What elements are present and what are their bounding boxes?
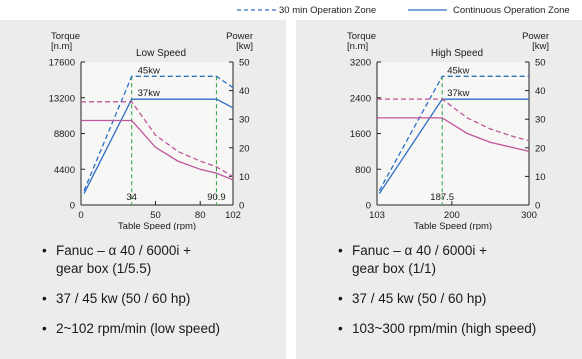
x-tick-label: 300 xyxy=(521,210,537,221)
y-right-tick-label: 20 xyxy=(535,143,546,154)
spec-item-speed: 103~300 rpm/min (high speed) xyxy=(338,320,578,338)
spec-gearbox-text: gear box (1/1) xyxy=(352,261,437,276)
y-left-tick-label: 0 xyxy=(70,201,75,212)
torque-axis-unit: [n.m] xyxy=(51,41,72,52)
spec-item-motor: Fanuc – α 40 / 6000i + gear box (1/5.5) xyxy=(42,242,282,278)
y-left-tick-label: 1600 xyxy=(350,129,371,140)
power-annotation: 45kw xyxy=(447,65,469,76)
x-axis-title: Table Speed (rpm) xyxy=(414,221,492,230)
x-tick-label: 102 xyxy=(225,210,241,221)
power-axis-unit: [kw] xyxy=(236,41,253,52)
y-right-tick-label: 20 xyxy=(239,143,250,154)
base-speed-label: 34 xyxy=(126,192,137,203)
y-right-tick-label: 30 xyxy=(535,115,546,126)
x-tick-label: 80 xyxy=(195,210,206,221)
power-annotation: 45kw xyxy=(138,65,160,76)
spec-item-motor: Fanuc – α 40 / 6000i + gear box (1/1) xyxy=(338,242,578,278)
y-right-tick-label: 30 xyxy=(239,115,250,126)
spec-item-power: 37 / 45 kw (50 / 60 hp) xyxy=(42,290,282,308)
legend-solid-label: Continuous Operation Zone xyxy=(453,5,570,16)
y-right-tick-label: 50 xyxy=(535,58,546,69)
torque-solid-line xyxy=(377,117,530,153)
y-left-tick-label: 17600 xyxy=(49,58,75,69)
spec-item-power: 37 / 45 kw (50 / 60 hp) xyxy=(338,290,578,308)
power-solid-line xyxy=(83,98,234,194)
low-speed-spec-list: Fanuc – α 40 / 6000i + gear box (1/5.5) … xyxy=(42,242,282,338)
y-right-tick-label: 0 xyxy=(535,201,540,212)
chart-title: Low Speed xyxy=(136,48,186,59)
low-speed-panel: Torque [n.m] Power [kw] Low Speed 0 4400 8800 13… xyxy=(0,20,286,359)
x-axis-title: Table Speed (rpm) xyxy=(118,221,196,230)
legend-dashed-label: 30 min Operation Zone xyxy=(279,5,377,16)
spec-item-speed: 2~102 rpm/min (low speed) xyxy=(42,320,282,338)
spec-gearbox-text: gear box (1/5.5) xyxy=(56,261,152,276)
y-left-tick-label: 13200 xyxy=(49,93,75,104)
plot-area xyxy=(81,62,233,205)
y-right-tick-label: 40 xyxy=(239,86,250,97)
legend-swatches xyxy=(237,9,447,11)
y-left-tick-label: 800 xyxy=(355,165,371,176)
spec-motor-text: Fanuc – α 40 / 6000i + xyxy=(352,243,488,258)
y-left-tick-label: 2400 xyxy=(350,93,371,104)
x-tick-label: 200 xyxy=(444,210,460,221)
chart-title: High Speed xyxy=(431,48,483,59)
y-left-tick-label: 0 xyxy=(366,201,371,212)
torque-solid-line xyxy=(81,119,234,181)
torque-axis-title: Torque xyxy=(51,31,80,42)
torque-axis-unit: [n.m] xyxy=(347,41,368,52)
spec-motor-text: Fanuc – α 40 / 6000i + xyxy=(56,243,192,258)
x-tick-label: 0 xyxy=(78,210,83,221)
y-right-tick-label: 10 xyxy=(535,172,546,183)
power-axis-title: Power xyxy=(522,31,549,42)
x-tick-label: 50 xyxy=(150,210,161,221)
y-right-tick-label: 40 xyxy=(535,86,546,97)
torque-axis-title: Torque xyxy=(347,31,376,42)
base-speed-label: 187.5 xyxy=(430,192,454,203)
chart-legend: 30 min Operation Zone Continuous Operati… xyxy=(0,0,582,20)
high-speed-spec-list: Fanuc – α 40 / 6000i + gear box (1/1) 37… xyxy=(338,242,578,338)
power-annotation: 37kw xyxy=(447,88,469,99)
high-speed-chart: Torque[n.m] Power[kw] High Speed 0 800 1600 24… xyxy=(347,31,549,230)
power-axis-unit: [kw] xyxy=(532,41,549,52)
high-speed-panel: Torque [n.m] Power [kw] High Speed 0 800 1600 24… xyxy=(296,20,582,359)
torque-dashed-line xyxy=(81,101,234,178)
power-dashed-line xyxy=(83,75,234,191)
y-right-tick-label: 50 xyxy=(239,58,250,69)
y-left-tick-label: 4400 xyxy=(54,165,75,176)
low-speed-chart: Torque[n.m] Power[kw] Low Speed 0 4400 8800 13… xyxy=(49,31,253,230)
y-right-tick-label: 10 xyxy=(239,172,250,183)
power-annotation: 37kw xyxy=(138,88,160,99)
base-speed-label: 90.9 xyxy=(207,192,226,203)
power-axis-title: Power xyxy=(226,31,253,42)
x-tick-label: 103 xyxy=(369,210,385,221)
y-left-tick-label: 8800 xyxy=(54,129,75,140)
y-left-tick-label: 3200 xyxy=(350,58,371,69)
power-dashed-line xyxy=(378,75,529,192)
y-right-tick-label: 0 xyxy=(239,201,244,212)
